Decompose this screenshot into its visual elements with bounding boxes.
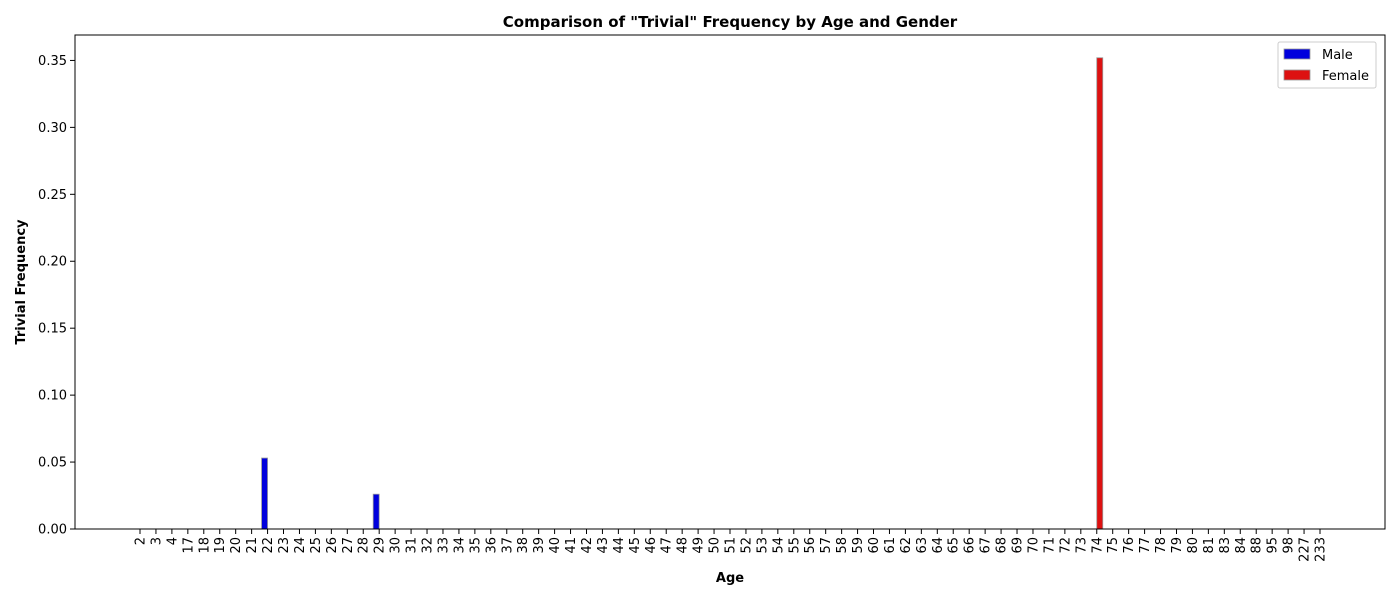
x-tick-label: 21 [245, 537, 260, 554]
legend-swatch-male [1283, 48, 1311, 60]
x-tick-label: 34 [452, 537, 467, 554]
x-tick-label: 3 [149, 537, 164, 545]
x-tick-label: 51 [724, 537, 739, 554]
x-tick-label: 43 [596, 537, 611, 554]
x-tick-label: 28 [357, 537, 372, 554]
x-tick-label: 23 [277, 537, 292, 554]
x-tick-label: 80 [1186, 537, 1201, 554]
x-tick-label: 48 [676, 537, 691, 554]
x-tick-label: 227 [1298, 537, 1313, 562]
y-tick-label: 0.30 [38, 121, 67, 136]
x-tick-label: 56 [803, 537, 818, 554]
x-tick-label: 68 [995, 537, 1010, 554]
x-tick-label: 79 [1170, 537, 1185, 554]
x-tick-label: 18 [197, 537, 212, 554]
x-tick-label: 46 [644, 537, 659, 554]
x-tick-label: 59 [851, 537, 866, 554]
x-tick-label: 30 [389, 537, 404, 554]
x-tick-label: 55 [787, 537, 802, 554]
x-tick-label: 69 [1011, 537, 1026, 554]
legend-label-male: Male [1322, 48, 1353, 63]
x-tick-label: 77 [1138, 537, 1153, 554]
x-tick-label: 84 [1234, 537, 1249, 554]
x-tick-label: 62 [899, 537, 914, 554]
x-tick-label: 31 [405, 537, 420, 554]
plot-frame [74, 34, 1386, 530]
x-tick-label: 83 [1218, 537, 1233, 554]
x-tick-label: 70 [1026, 537, 1041, 554]
x-tick-label: 25 [309, 537, 324, 554]
x-tick-label: 57 [819, 537, 834, 554]
x-tick-label: 65 [947, 537, 962, 554]
x-tick-label: 2 [134, 537, 149, 545]
x-tick-label: 45 [628, 537, 643, 554]
x-tick-label: 36 [484, 537, 499, 554]
y-tick-label: 0.00 [38, 523, 67, 538]
bar-male-29 [372, 493, 380, 530]
legend-swatch-female [1283, 69, 1311, 81]
x-tick-label: 40 [548, 537, 563, 554]
x-tick-label: 24 [293, 537, 308, 554]
y-tick-label: 0.10 [38, 389, 67, 404]
x-tick-label: 64 [931, 537, 946, 554]
x-tick-label: 35 [468, 537, 483, 554]
x-tick-label: 72 [1058, 537, 1073, 554]
x-tick-label: 71 [1042, 537, 1057, 554]
y-tick-label: 0.15 [38, 322, 67, 337]
x-tick-label: 60 [867, 537, 882, 554]
chart-title: Comparison of "Trivial" Frequency by Age… [503, 13, 958, 31]
x-tick-label: 58 [835, 537, 850, 554]
x-tick-label: 42 [580, 537, 595, 554]
y-tick-label: 0.05 [38, 456, 67, 471]
x-tick-label: 20 [229, 537, 244, 554]
x-tick-label: 4 [165, 537, 180, 545]
x-tick-label: 233 [1314, 537, 1329, 562]
x-tick-label: 88 [1250, 537, 1265, 554]
legend-label-female: Female [1322, 69, 1369, 84]
x-tick-label: 50 [708, 537, 723, 554]
x-axis-label: Age [716, 571, 744, 586]
bar-male-22 [261, 457, 268, 530]
y-tick-label: 0.20 [38, 255, 67, 270]
x-tick-label: 26 [325, 537, 340, 554]
x-tick-label: 49 [692, 537, 707, 554]
x-tick-label: 53 [755, 537, 770, 554]
y-tick-label: 0.35 [38, 54, 67, 69]
x-tick-label: 32 [421, 537, 436, 554]
x-tick-label: 29 [373, 537, 388, 554]
x-tick-label: 78 [1154, 537, 1169, 554]
y-tick-label: 0.25 [38, 188, 67, 203]
x-tick-label: 41 [564, 537, 579, 554]
x-tick-label: 61 [883, 537, 898, 554]
legend: Male Female [1277, 41, 1377, 89]
x-tick-label: 95 [1266, 537, 1281, 554]
x-tick-label: 76 [1122, 537, 1137, 554]
x-tick-label: 52 [739, 537, 754, 554]
x-tick-label: 39 [532, 537, 547, 554]
x-tick-label: 66 [963, 537, 978, 554]
bar-female-74 [1096, 57, 1104, 530]
x-tick-label: 63 [915, 537, 930, 554]
y-axis-label: Trivial Frequency [14, 219, 29, 345]
x-tick-label: 27 [341, 537, 356, 554]
x-tick-label: 37 [500, 537, 515, 554]
x-tick-label: 74 [1090, 537, 1105, 554]
x-tick-label: 19 [213, 537, 228, 554]
x-tick-label: 98 [1282, 537, 1297, 554]
plot-area: 0.000.050.100.150.200.250.300.352 3 4 17 18 1… [38, 54, 1328, 562]
x-tick-label: 17 [181, 537, 196, 554]
x-tick-label: 44 [612, 537, 627, 554]
x-tick-label: 67 [979, 537, 994, 554]
x-tick-label: 73 [1074, 537, 1089, 554]
x-tick-label: 75 [1106, 537, 1121, 554]
x-tick-label: 54 [771, 537, 786, 554]
x-tick-label: 81 [1202, 537, 1217, 554]
x-tick-label: 22 [261, 537, 276, 554]
x-tick-label: 33 [436, 537, 451, 554]
x-tick-label: 38 [516, 537, 531, 554]
x-tick-label: 47 [660, 537, 675, 554]
